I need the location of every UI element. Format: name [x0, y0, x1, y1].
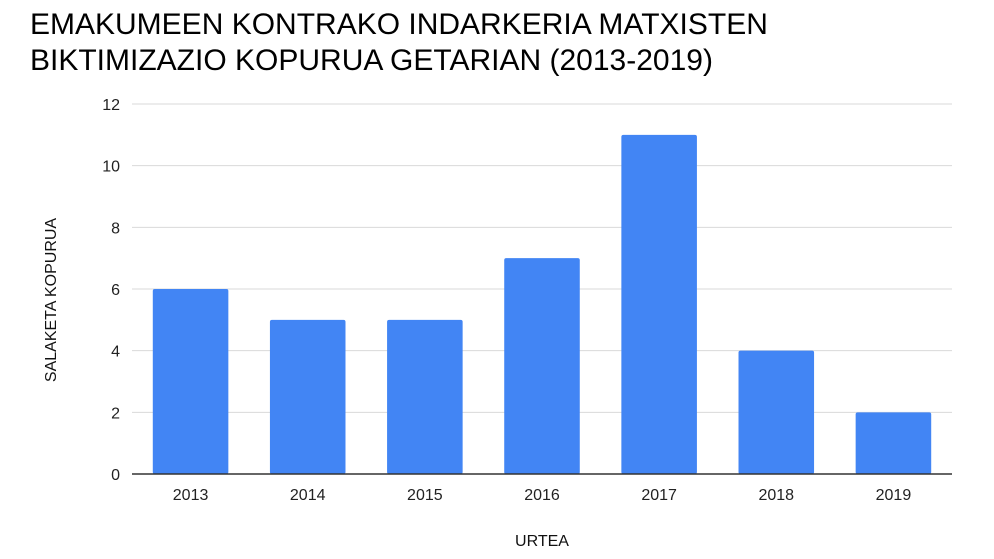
y-tick-label: 8 [111, 220, 120, 237]
y-tick-label: 4 [111, 344, 120, 361]
x-tick-label: 2014 [290, 487, 326, 504]
x-tick-label: 2016 [524, 487, 560, 504]
x-tick-label: 2013 [173, 487, 209, 504]
x-tick-label: 2017 [641, 487, 677, 504]
chart-title-line-2: BIKTIMIZAZIO KOPURUA GETARIAN (2013-2019… [30, 44, 713, 77]
y-tick-label: 6 [111, 282, 120, 299]
bar-2017 [621, 134, 697, 475]
y-axis-title: SALAKETA KOPURUA [43, 218, 60, 383]
x-tick-label: 2018 [758, 487, 794, 504]
x-axis: 2013 2014 2015 2016 2017 2018 2019 [132, 473, 952, 504]
y-tick-label: 2 [111, 405, 120, 422]
bar-2016 [504, 258, 580, 474]
bar-2019 [855, 412, 932, 474]
bar-2013 [152, 289, 229, 474]
y-tick-label: 12 [102, 97, 120, 114]
x-tick-label: 2019 [876, 487, 912, 504]
y-axis: 0 2 4 6 8 10 12 [102, 97, 120, 484]
y-tick-label: 10 [102, 159, 120, 176]
bar-2015 [387, 319, 463, 474]
chart-title-line-1: EMAKUMEEN KONTRAKO INDARKERIA MATXISTEN [30, 8, 768, 41]
x-axis-title: URTEA [515, 533, 569, 550]
bars [152, 134, 932, 475]
x-tick-label: 2015 [407, 487, 443, 504]
bar-2014 [269, 319, 346, 474]
y-tick-label: 0 [111, 467, 120, 484]
bar-2018 [738, 350, 815, 474]
